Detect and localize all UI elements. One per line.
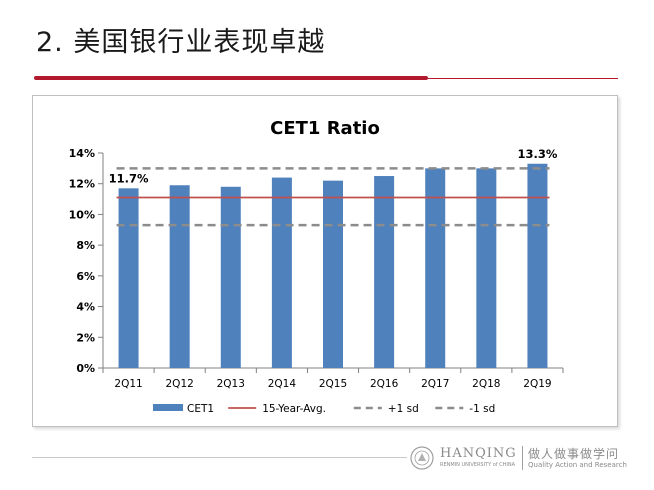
legend-swatch (153, 404, 183, 411)
title-rule-thin (428, 78, 618, 79)
x-tick-label: 2Q18 (472, 378, 500, 390)
brand-separator (522, 446, 523, 470)
legend-label: 15-Year-Avg. (262, 403, 326, 415)
title-rule-thick (34, 76, 428, 80)
y-tick-label: 0% (76, 362, 95, 375)
x-tick-label: 2Q11 (114, 378, 142, 390)
bar-2q17 (425, 168, 446, 368)
brand-name: HANQING (440, 446, 517, 461)
bar-2q12 (169, 185, 190, 368)
x-tick-label: 2Q13 (217, 378, 245, 390)
y-tick-label: 10% (69, 208, 95, 221)
brand-subtitle: RENMIN UNIVERSITY of CHINA (440, 462, 516, 468)
x-tick-label: 2Q14 (268, 378, 297, 390)
bar-2q18 (476, 168, 497, 368)
chart-container: CET1 Ratio 0% 2% 4% 6% 8% 10% 12% 14% 2Q11 2Q12 2Q1… (32, 95, 618, 427)
legend-label: -1 sd (469, 403, 495, 415)
data-label: 11.7% (109, 171, 149, 185)
bar-2q14 (271, 177, 292, 368)
bar-2q19 (527, 163, 548, 368)
x-tick-label: 2Q19 (523, 378, 551, 390)
y-tick-label: 6% (76, 270, 95, 283)
university-seal-icon (410, 446, 434, 470)
y-tick-label: 2% (76, 331, 95, 344)
data-label: 13.3% (517, 147, 557, 161)
chart-title: CET1 Ratio (270, 118, 380, 139)
motto-chinese: 做人做事做学问 (528, 447, 620, 461)
x-tick-label: 2Q17 (421, 378, 449, 390)
x-tick-label: 2Q16 (370, 378, 399, 390)
y-tick-label: 14% (69, 147, 95, 160)
motto-english: Quality Action and Research (528, 461, 627, 469)
cet1-ratio-chart: CET1 Ratio 0% 2% 4% 6% 8% 10% 12% 14% 2Q11 2Q12 2Q1… (69, 118, 564, 415)
bar-2q13 (220, 186, 241, 368)
slide-title: 2. 美国银行业表现卓越 (36, 27, 326, 58)
bar-2q15 (323, 180, 343, 368)
bar-2q11 (118, 188, 139, 368)
x-tick-label: 2Q15 (319, 378, 347, 390)
y-tick-label: 12% (69, 178, 95, 191)
bar-2q16 (374, 176, 395, 368)
legend-label: +1 sd (388, 403, 419, 415)
footer-rule (32, 457, 407, 458)
y-tick-label: 8% (76, 239, 95, 252)
legend-label: CET1 (187, 403, 214, 415)
footer-logo: HANQING RENMIN UNIVERSITY of CHINA 做人做事做… (410, 444, 630, 474)
y-tick-label: 4% (76, 301, 95, 314)
x-tick-label: 2Q12 (166, 378, 194, 390)
